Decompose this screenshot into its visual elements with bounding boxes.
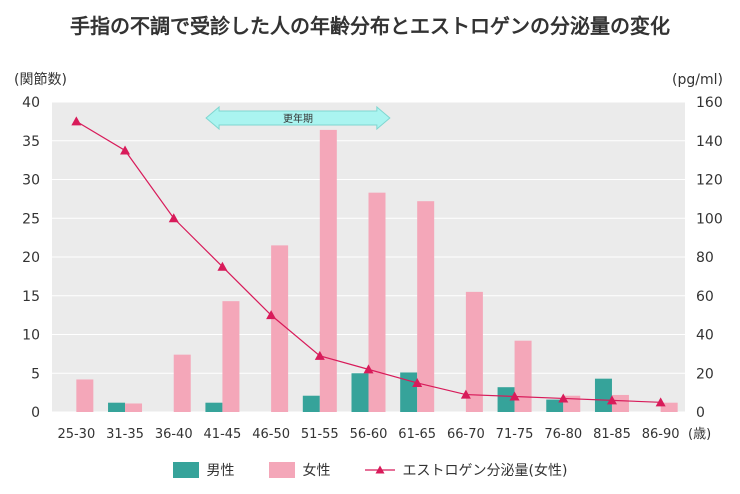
y-right-tick-label: 0 — [696, 405, 705, 421]
y-right-tick-label: 100 — [696, 211, 723, 227]
y-left-tick-label: 15 — [22, 289, 40, 305]
menopause-arrow — [205, 105, 391, 131]
legend-label-estrogen: エストロゲン分泌量(女性) — [402, 463, 568, 479]
x-tick-label: 31-35 — [106, 427, 144, 442]
bar-male — [546, 399, 564, 412]
y-right-tick-label: 80 — [696, 250, 714, 266]
bar-female — [76, 379, 94, 412]
point-estrogen — [558, 393, 569, 403]
point-estrogen — [314, 350, 325, 360]
x-tick-label: 61-65 — [398, 427, 436, 442]
bar-male — [594, 378, 612, 412]
bar-female — [611, 394, 629, 412]
bar-female — [319, 129, 337, 412]
legend: 男性 女性 エストロゲン分泌量(女性) — [0, 460, 740, 480]
y-left-axis-label: (関節数) — [14, 71, 67, 88]
y-left-tick-label: 35 — [22, 134, 40, 150]
y-left-tick-label: 0 — [31, 405, 40, 421]
bar-male — [497, 387, 515, 412]
point-estrogen — [460, 389, 471, 399]
y-right-tick-label: 160 — [696, 95, 723, 111]
legend-line-estrogen-icon — [364, 465, 395, 474]
x-tick-label: 86-90 — [642, 427, 680, 442]
x-tick-label: 25-30 — [57, 427, 95, 442]
chart-title: 手指の不調で受診した人の年齢分布とエストロゲンの分泌量の変化 — [70, 14, 670, 38]
point-estrogen — [217, 261, 228, 271]
x-tick-label: 71-75 — [496, 427, 534, 442]
x-tick-label: 66-70 — [447, 427, 485, 442]
bar-female — [417, 201, 435, 412]
legend-swatch-male — [172, 462, 199, 478]
x-tick-label: 56-60 — [350, 427, 388, 442]
x-tick-label: 41-45 — [204, 427, 242, 442]
y-right-tick-label: 60 — [696, 289, 714, 305]
point-estrogen — [606, 395, 617, 405]
bar-female — [125, 403, 143, 412]
legend-item-female: 女性 — [268, 460, 331, 480]
point-estrogen — [120, 145, 131, 155]
y-right-tick-label: 20 — [696, 366, 714, 382]
point-estrogen — [509, 391, 520, 401]
bar-male — [302, 395, 320, 412]
x-tick-label: 51-55 — [301, 427, 339, 442]
y-left-tick-label: 25 — [22, 211, 40, 227]
point-estrogen — [168, 213, 179, 223]
legend-label-male: 男性 — [206, 463, 235, 479]
bar-female — [271, 245, 289, 412]
y-left-tick-label: 40 — [22, 95, 40, 111]
y-right-tick-label: 120 — [696, 173, 723, 189]
bar-female — [514, 340, 532, 412]
y-right-tick-label: 140 — [696, 134, 723, 150]
x-tick-label: 36-40 — [155, 427, 193, 442]
y-left-tick-label: 10 — [22, 328, 40, 344]
bar-female — [173, 354, 191, 412]
legend-label-female: 女性 — [302, 463, 331, 479]
bar-female — [368, 192, 386, 412]
y-right-tick-label: 40 — [696, 328, 714, 344]
legend-item-male: 男性 — [172, 460, 235, 480]
bar-female — [465, 291, 483, 412]
x-axis-unit-label: (歳) — [688, 427, 711, 442]
bar-female — [563, 395, 581, 412]
legend-swatch-female — [268, 462, 295, 478]
y-left-tick-label: 20 — [22, 250, 40, 266]
bar-male — [351, 373, 369, 412]
x-tick-label: 76-80 — [544, 427, 582, 442]
y-right-axis-label: (pg/ml) — [672, 72, 723, 88]
menopause-label: 更年期 — [283, 112, 313, 125]
y-left-tick-label: 30 — [22, 173, 40, 189]
bar-male — [108, 402, 126, 412]
bar-female — [222, 301, 240, 412]
legend-item-estrogen: エストロゲン分泌量(女性) — [364, 460, 568, 480]
x-tick-label: 81-85 — [593, 427, 631, 442]
point-estrogen — [266, 310, 277, 320]
y-left-tick-label: 5 — [31, 366, 40, 382]
point-estrogen — [71, 116, 82, 126]
point-estrogen — [363, 364, 374, 374]
bar-male — [205, 402, 223, 412]
x-tick-label: 46-50 — [252, 427, 290, 442]
point-estrogen — [412, 377, 423, 387]
bar-female — [660, 402, 678, 412]
point-estrogen — [655, 397, 666, 407]
